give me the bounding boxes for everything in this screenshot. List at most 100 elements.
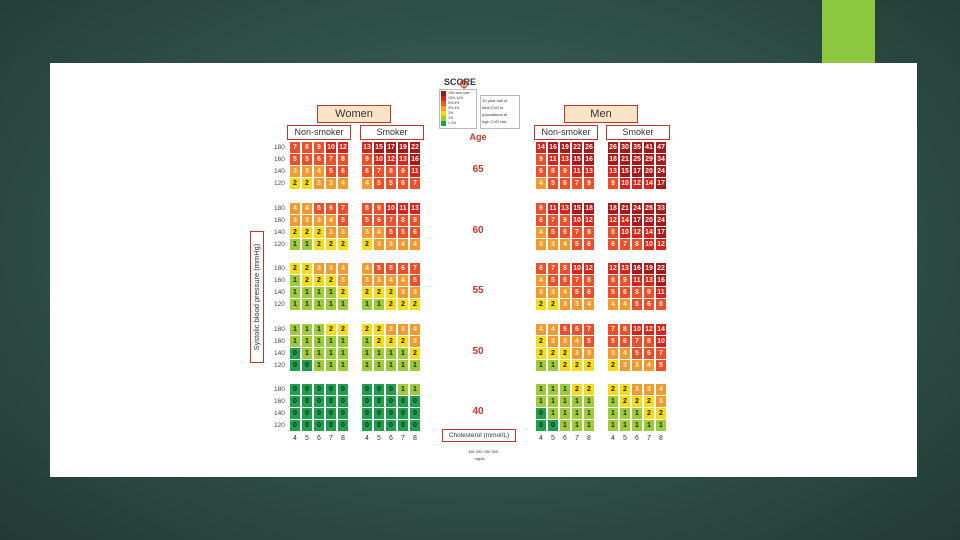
risk-cell: 0 [338,408,348,419]
score-legend: 15% and over 10%-14% 5%-9% 3%-4% 2% 1% < 1% [439,89,477,129]
risk-cell: 1 [314,299,324,310]
cholesterol-value: 8 [659,435,663,442]
risk-cell: 2 [560,348,570,359]
risk-cell: 4 [536,275,546,286]
risk-cell: 10 [374,154,384,165]
cholesterol-value: 8 [587,435,591,442]
legend-swatch [441,121,446,126]
cholesterol-value: 6 [389,435,393,442]
y-axis-label: Systolic blood pressure (mmHg) [250,231,264,363]
risk-cell: 6 [560,227,570,238]
risk-cell: 4 [572,336,582,347]
risk-cell: 2 [290,227,300,238]
risk-cell: 1 [632,420,642,431]
risk-cell: 7 [608,324,618,335]
risk-cell: 1 [560,384,570,395]
risk-cell: 0 [362,408,372,419]
risk-cell: 3 [326,178,336,189]
risk-cell: 13 [560,203,570,214]
legend-label: 1% [448,116,454,120]
risk-cell: 5 [338,215,348,226]
risk-cell: 4 [338,263,348,274]
risk-cell: 9 [560,166,570,177]
risk-cell: 1 [548,396,558,407]
risk-cell: 7 [290,142,300,153]
risk-cell: 3 [656,396,666,407]
risk-cell: 0 [374,408,384,419]
risk-cell: 4 [362,178,372,189]
legend-row: 3%-4% [441,106,475,111]
risk-cell: 4 [314,166,324,177]
risk-cell: 1 [314,287,324,298]
score-note: 10-year risk of fatal CVD in populations a… [480,95,520,129]
risk-cell: 16 [632,263,642,274]
risk-cell: 5 [386,227,396,238]
risk-cell: 1 [362,360,372,371]
cholesterol-value: 8 [341,435,345,442]
legend-row: 1% [441,116,475,121]
risk-cell: 0 [386,408,396,419]
bp-label: 120 [274,180,285,187]
risk-cell: 7 [584,324,594,335]
risk-cell: 4 [560,287,570,298]
risk-cell: 6 [410,227,420,238]
cholesterol-value: 5 [377,435,381,442]
risk-cell: 15 [572,154,582,165]
risk-cell: 1 [374,348,384,359]
risk-cell: 1 [302,239,312,250]
note-line: fatal CVD in [482,105,504,110]
risk-cell: 4 [362,263,372,274]
risk-cell: 3 [386,324,396,335]
risk-cell: 41 [644,142,654,153]
bp-label: 140 [274,168,285,175]
risk-cell: 0 [386,420,396,431]
risk-cell: 14 [536,142,546,153]
risk-cell: 26 [608,142,618,153]
risk-cell: 8 [644,336,654,347]
risk-cell: 24 [656,166,666,177]
legend-row: 10%-14% [441,96,475,101]
bp-label: 120 [274,241,285,248]
risk-cell: 3 [338,275,348,286]
men-non-smoker-header: Non-smoker [534,125,598,140]
risk-cell: 15 [374,142,384,153]
risk-cell: 2 [632,396,642,407]
risk-cell: 2 [560,360,570,371]
note-line: high CVD risk [482,119,507,124]
risk-cell: 18 [584,203,594,214]
risk-cell: 4 [338,178,348,189]
risk-cell: 3 [386,239,396,250]
cholesterol-value: 4 [539,435,543,442]
risk-cell: 10 [572,215,582,226]
risk-cell: 7 [620,239,630,250]
risk-cell: 0 [386,396,396,407]
risk-cell: 9 [398,166,408,177]
bp-label: 160 [274,338,285,345]
risk-cell: 1 [572,420,582,431]
risk-cell: 3 [314,215,324,226]
risk-cell: 0 [314,408,324,419]
risk-cell: 0 [290,348,300,359]
risk-cell: 3 [632,360,642,371]
risk-cell: 3 [548,239,558,250]
risk-cell: 7 [374,166,384,177]
risk-cell: 2 [338,324,348,335]
risk-cell: 9 [608,178,618,189]
risk-cell: 6 [362,166,372,177]
risk-cell: 3 [608,348,618,359]
risk-cell: 14 [644,178,654,189]
bp-label: 120 [274,301,285,308]
risk-cell: 3 [398,287,408,298]
risk-cell: 6 [398,178,408,189]
risk-cell: 16 [410,154,420,165]
risk-cell: 11 [398,203,408,214]
risk-cell: 5 [548,178,558,189]
risk-cell: 3 [536,287,546,298]
women-smoker-header: Smoker [360,125,424,140]
risk-cell: 5 [560,324,570,335]
risk-cell: 17 [656,178,666,189]
risk-cell: 10 [572,263,582,274]
risk-cell: 5 [374,178,384,189]
risk-cell: 7 [656,348,666,359]
risk-cell: 2 [326,239,336,250]
